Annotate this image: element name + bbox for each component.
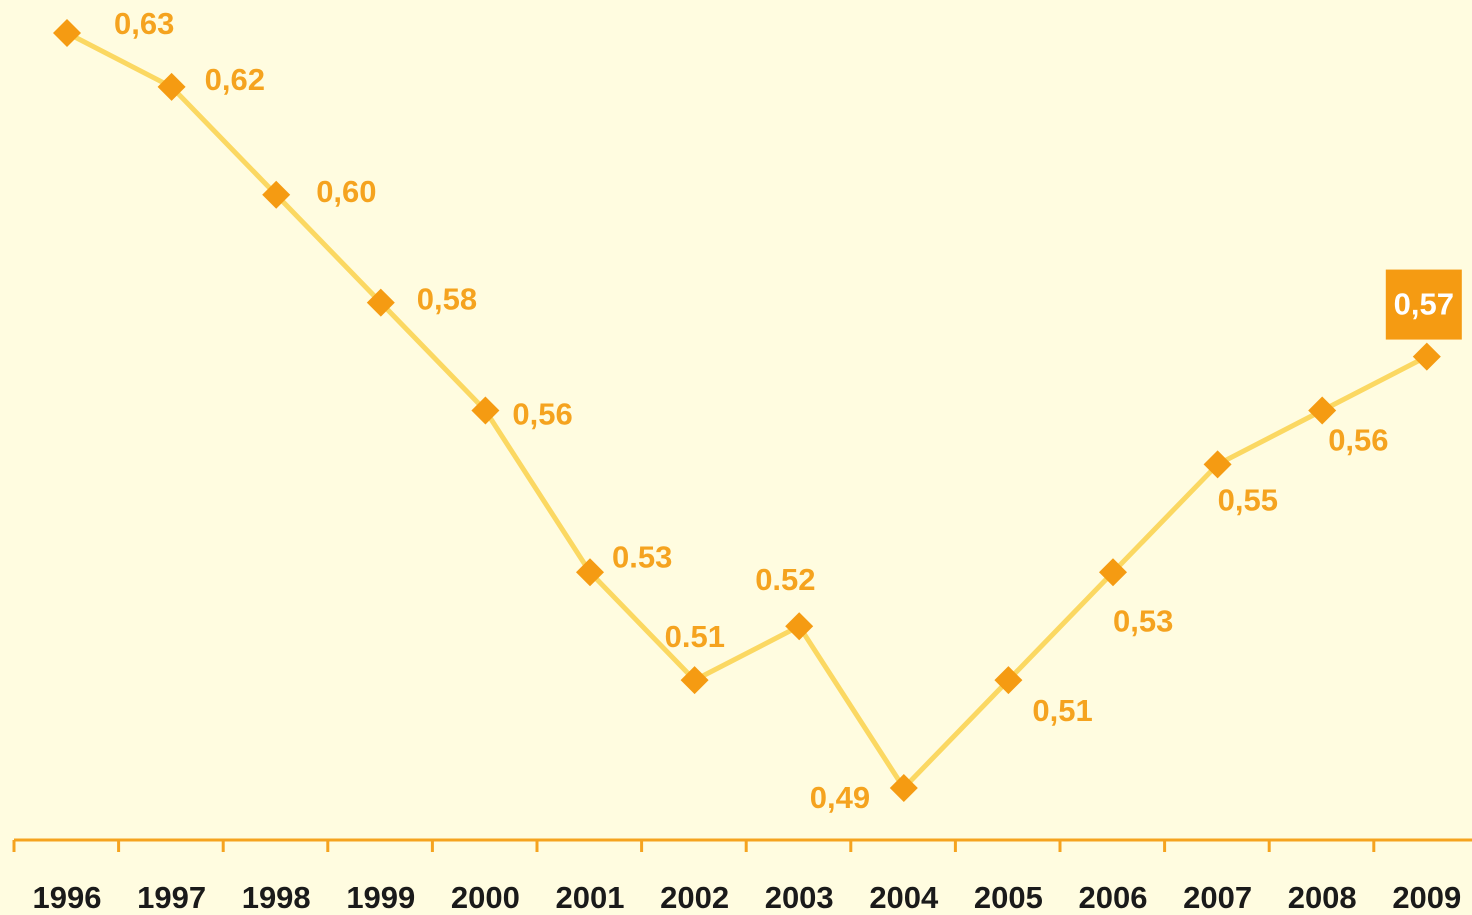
data-label: 0,60 (316, 174, 376, 209)
x-tick-label: 1998 (242, 880, 311, 915)
x-tick-label: 2000 (451, 880, 520, 915)
data-label: 0,53 (1113, 603, 1173, 638)
data-marker (366, 288, 395, 317)
data-marker (1412, 342, 1441, 371)
data-marker (471, 396, 500, 425)
x-tick-label: 1996 (33, 880, 102, 915)
data-marker (1308, 396, 1337, 425)
marker-group (53, 19, 1441, 802)
data-label-highlight: 0,57 (1394, 287, 1454, 322)
x-tick-label: 2003 (765, 880, 834, 915)
data-marker (994, 666, 1023, 695)
x-tick-label: 2008 (1288, 880, 1357, 915)
data-label: 0,58 (417, 282, 477, 317)
x-tick-label: 2006 (1079, 880, 1148, 915)
data-label: 0,56 (1328, 423, 1388, 458)
data-marker (680, 666, 709, 695)
x-tick-label-group: 1996 1997 1998 1999 2000 2001 2002 2003 2004 2005… (33, 880, 1462, 915)
data-marker (889, 774, 918, 802)
series-line-group (65, 30, 1428, 791)
data-label: 0,63 (114, 6, 174, 41)
x-tick-label: 2002 (660, 880, 729, 915)
data-marker (262, 180, 291, 209)
x-axis (12, 838, 1472, 852)
data-label: 0,62 (205, 62, 265, 97)
x-tick-label: 2004 (869, 880, 939, 915)
highlight-label-box (1385, 269, 1462, 340)
x-tick-label: 1999 (346, 880, 415, 915)
data-marker (157, 72, 186, 101)
data-label: 0.53 (612, 539, 672, 574)
data-label: 0,56 (512, 397, 572, 432)
x-tick-label: 2007 (1183, 880, 1252, 915)
x-tick-label: 2005 (974, 880, 1043, 915)
data-label: 0,51 (1032, 693, 1092, 728)
data-label: 0,49 (810, 780, 870, 815)
x-tick-label: 2001 (556, 880, 625, 915)
data-marker (1203, 450, 1232, 479)
data-label: 0,55 (1218, 482, 1278, 517)
data-marker (785, 612, 814, 641)
data-label: 0.52 (755, 562, 815, 597)
series-line (65, 30, 1428, 791)
x-tick-label: 1997 (137, 880, 206, 915)
x-tick-label: 2009 (1392, 880, 1461, 915)
data-marker (53, 19, 81, 47)
data-marker (576, 558, 604, 587)
data-label: 0.51 (665, 619, 725, 654)
data-marker (1099, 558, 1127, 587)
data-label-group: 0,63 0,62 0,60 0,58 0,56 0.53 0.51 0.52 0,49 0,51… (114, 6, 1462, 815)
